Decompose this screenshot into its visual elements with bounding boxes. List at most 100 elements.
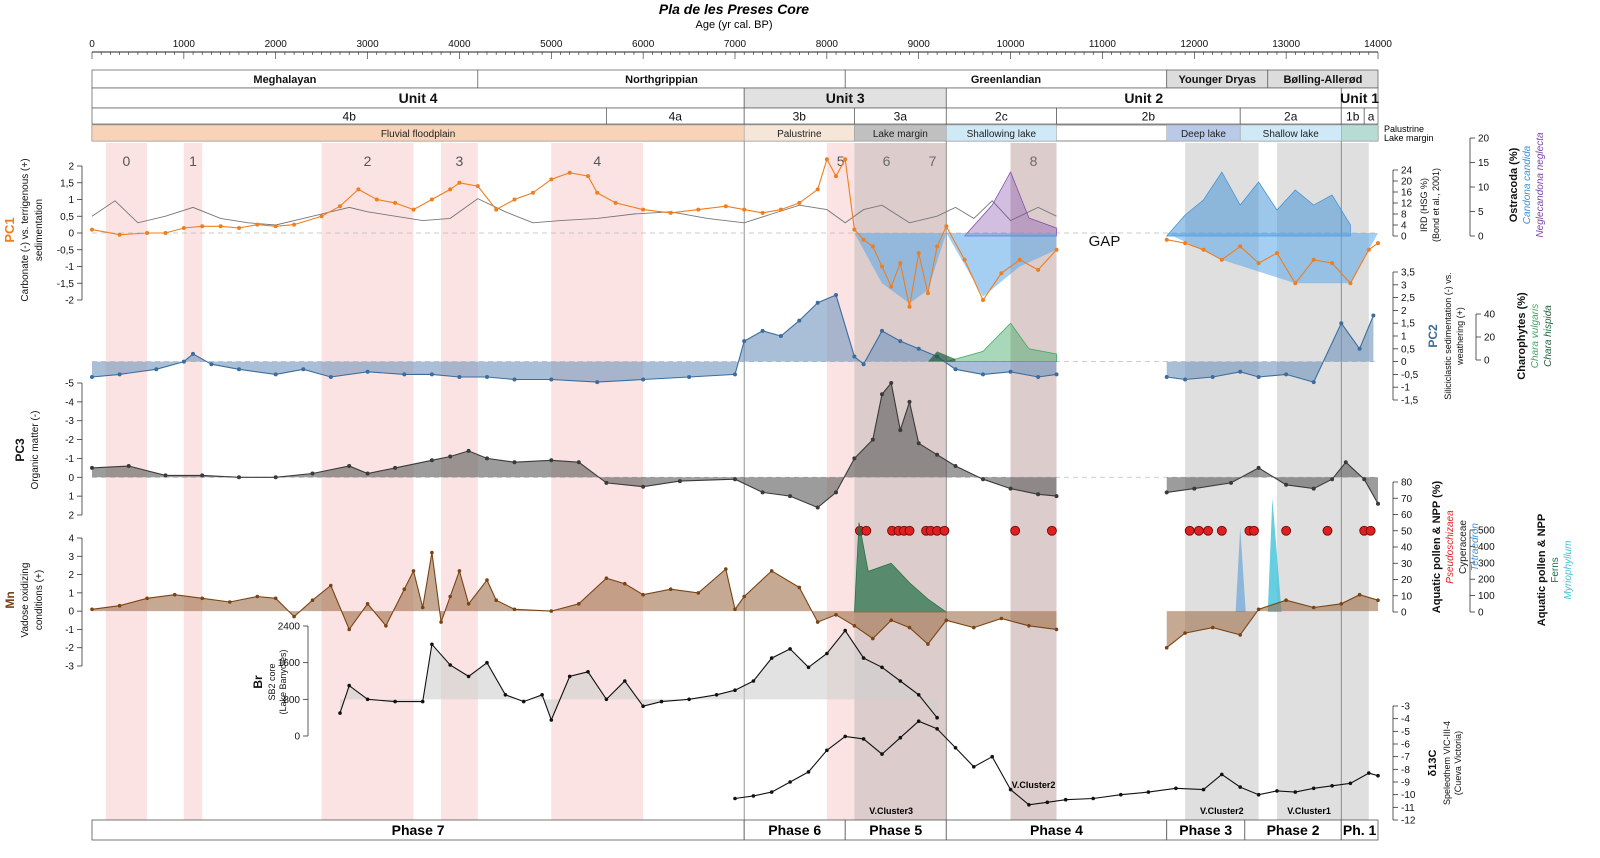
myriophyllum-area bbox=[1267, 498, 1282, 612]
mn-point-53 bbox=[1256, 607, 1261, 612]
event-label-6: 6 bbox=[883, 153, 891, 169]
event-label-3: 3 bbox=[456, 153, 464, 169]
d13c-y-tick-label-1: -4 bbox=[1401, 714, 1410, 725]
pc3-name: PC3 bbox=[13, 438, 27, 462]
pc1-blue-fill-2c bbox=[946, 233, 1057, 297]
ostracoda-y-tick-label-0: 20 bbox=[1478, 134, 1490, 145]
proxy-panels bbox=[90, 157, 1380, 807]
br-point-7 bbox=[466, 674, 471, 679]
pollen-series-0: Pseudoschizaea bbox=[1445, 510, 1456, 584]
pc1-point-43 bbox=[870, 244, 875, 249]
pc3-point-2 bbox=[163, 473, 168, 478]
x-tick-label: 6000 bbox=[632, 39, 655, 50]
pc3-point-9 bbox=[393, 465, 398, 470]
mn-point-47 bbox=[1027, 624, 1031, 628]
subunit-label-4: 2c bbox=[995, 109, 1008, 123]
d13c-y-tick-label-0: -3 bbox=[1401, 702, 1410, 713]
pc1-y-tick-label-1: 1,5 bbox=[60, 178, 74, 189]
pc1-point-29 bbox=[641, 207, 646, 212]
pc2-point-42 bbox=[1256, 375, 1261, 379]
phase-cell-6 bbox=[1340, 819, 1379, 841]
subunit-label-7: 1b bbox=[1346, 109, 1360, 123]
pollen-y-tick-label-3: 50 bbox=[1401, 526, 1413, 537]
phase-label-2: Phase 5 bbox=[869, 822, 922, 838]
pc3-point-43 bbox=[1311, 486, 1316, 491]
pc3-point-24 bbox=[834, 490, 838, 495]
pc1-point-26 bbox=[586, 174, 590, 179]
pc3-point-20 bbox=[733, 477, 737, 482]
unit-label-1: Unit 3 bbox=[826, 90, 865, 106]
pc1-point-38 bbox=[824, 157, 829, 162]
mn-area-1 bbox=[1166, 594, 1378, 648]
pc1-point-44 bbox=[880, 264, 884, 269]
pc1-point-63 bbox=[1256, 261, 1261, 266]
mn-y-tick-label-6: -2 bbox=[65, 643, 74, 654]
pc3-point-39 bbox=[1192, 486, 1197, 491]
br-point-1 bbox=[347, 683, 352, 688]
pc3-y-tick-label-4: -1 bbox=[65, 454, 74, 465]
chronozone-label-4: Bølling-Allerød bbox=[1283, 74, 1362, 86]
pc1-point-14 bbox=[374, 197, 379, 202]
charophytes-y-tick-label-1: 20 bbox=[1484, 333, 1496, 344]
pc1-point-48 bbox=[916, 251, 921, 256]
br-point-4 bbox=[420, 699, 425, 704]
mn-y-tick-label-3: 1 bbox=[68, 588, 74, 599]
ostracoda-y-tick-label-2: 10 bbox=[1478, 183, 1490, 194]
br-ylabel-1: SB2 core bbox=[267, 663, 277, 700]
charophytes-ylabel: Charophytes (%) bbox=[1516, 292, 1528, 380]
br-point-11 bbox=[540, 693, 544, 697]
pc2-ylabel-1: Siliciclastic sedimentation (-) vs. bbox=[1443, 272, 1453, 400]
pc2-point-16 bbox=[549, 377, 554, 382]
mn-point-50 bbox=[1183, 631, 1187, 635]
ostracoda-series-0: Candona candida bbox=[1522, 145, 1533, 224]
pc2-point-19 bbox=[687, 375, 692, 379]
ird-y-tick-label-0: 24 bbox=[1401, 166, 1413, 177]
pollen-y-tick-label-7: 10 bbox=[1401, 591, 1413, 602]
mn-point-14 bbox=[402, 587, 407, 591]
pc3-point-41 bbox=[1256, 465, 1261, 470]
ostracoda-y-tick-label-4: 0 bbox=[1478, 232, 1484, 243]
pc3-point-10 bbox=[429, 458, 434, 463]
pc1-point-62 bbox=[1238, 244, 1243, 249]
pc3-point-18 bbox=[641, 484, 646, 489]
environment-legend-0: Palustrine bbox=[1384, 124, 1424, 134]
panel-labels: GAP V.Cluster3 V.Cluster2 V.Cluster2 V.Clust… bbox=[2, 132, 1574, 816]
br-point-29 bbox=[880, 665, 884, 670]
pc1-point-3 bbox=[163, 231, 168, 235]
d13c-point-29 bbox=[1311, 786, 1316, 791]
br-point-14 bbox=[586, 670, 590, 674]
pc1-point-59 bbox=[1183, 241, 1188, 246]
br-point-30 bbox=[898, 679, 903, 683]
x-tick-label: 8000 bbox=[816, 39, 839, 50]
pc2-point-45 bbox=[1339, 321, 1344, 326]
d13c-point-7 bbox=[861, 737, 866, 741]
ferns-axis-y-tick-label-5: 0 bbox=[1478, 608, 1484, 619]
pc1-point-40 bbox=[843, 157, 848, 162]
pc1-point-68 bbox=[1348, 281, 1353, 286]
pc3-point-21 bbox=[760, 490, 765, 495]
pc3-y-tick-label-0: -5 bbox=[65, 379, 74, 390]
pc1-point-10 bbox=[292, 222, 297, 227]
d13c-point-0 bbox=[733, 796, 737, 801]
mn-point-30 bbox=[668, 587, 673, 591]
phase-bar: Phase 7 Phase 6 Phase 5 Phase 4 Phase 3 Phase… bbox=[91, 819, 1379, 841]
pc3-y-tick-label-3: -2 bbox=[65, 435, 74, 446]
pc1-point-24 bbox=[549, 177, 554, 182]
br-point-8 bbox=[485, 660, 489, 665]
pc1-point-37 bbox=[815, 187, 820, 192]
pc2-area-0 bbox=[92, 295, 1057, 383]
mn-point-13 bbox=[384, 624, 388, 628]
mn-point-39 bbox=[852, 624, 857, 628]
pc1-ylabel-1: Carbonate (-) vs. terrigenous (+) bbox=[20, 158, 31, 301]
d13c-series bbox=[733, 719, 1380, 807]
d13c-point-24 bbox=[1220, 772, 1224, 777]
pc1-point-9 bbox=[273, 224, 278, 229]
phase-label-1: Phase 6 bbox=[768, 822, 821, 838]
d13c-point-31 bbox=[1348, 781, 1353, 786]
mn-y-tick-label-1: 3 bbox=[68, 552, 74, 563]
pc1-point-53 bbox=[981, 298, 985, 302]
pc2-point-24 bbox=[797, 318, 802, 323]
mn-y-tick-label-0: 4 bbox=[68, 534, 74, 545]
mn-point-15 bbox=[411, 569, 416, 573]
d13c-point-10 bbox=[916, 719, 921, 723]
